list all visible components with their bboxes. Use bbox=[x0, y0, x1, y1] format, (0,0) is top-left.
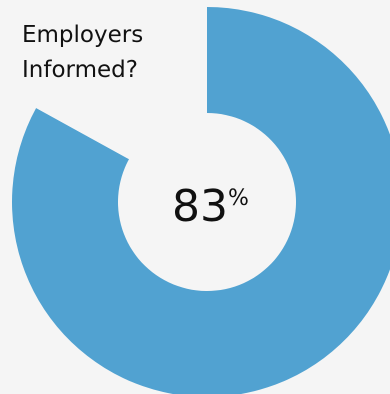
center-label: 83% bbox=[172, 181, 249, 232]
donut-slice-2 bbox=[36, 7, 208, 160]
donut-slice-1 bbox=[12, 7, 390, 394]
center-value: 83 bbox=[172, 181, 228, 232]
chart-title-line-1: Employers bbox=[22, 22, 143, 48]
center-unit: % bbox=[228, 186, 249, 211]
donut-slices bbox=[12, 7, 390, 394]
chart-title-line-2: Informed? bbox=[22, 57, 138, 83]
